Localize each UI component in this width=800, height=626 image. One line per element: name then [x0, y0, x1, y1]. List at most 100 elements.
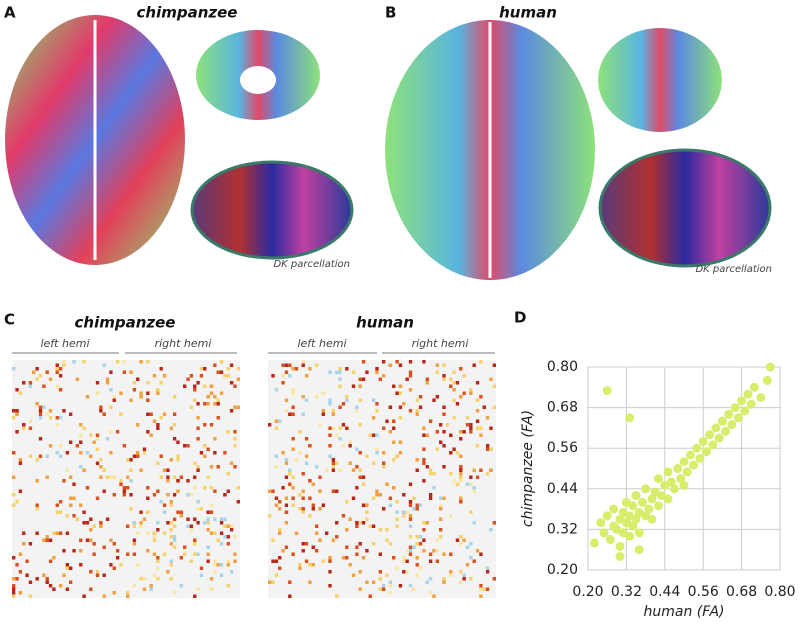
- matrix-cell: [216, 563, 220, 567]
- matrix-cell: [321, 391, 325, 395]
- matrix-cell: [129, 370, 133, 374]
- matrix-cell: [355, 545, 359, 549]
- matrix-cell: [206, 402, 210, 406]
- matrix-cell: [335, 489, 339, 493]
- matrix-cell: [425, 433, 429, 437]
- matrix-cell: [355, 552, 359, 556]
- matrix-cell: [428, 496, 433, 500]
- matrix-cell: [304, 461, 309, 465]
- matrix-cell: [314, 465, 319, 469]
- matrix-cell: [268, 580, 272, 584]
- matrix-cell: [452, 479, 456, 483]
- matrix-cell: [219, 521, 224, 525]
- matrix-cell: [169, 503, 173, 507]
- matrix-cell: [425, 521, 429, 525]
- matrix-cell: [236, 405, 240, 409]
- matrix-cell: [415, 458, 419, 462]
- matrix-cell: [284, 363, 289, 367]
- matrix-cell: [162, 510, 167, 514]
- matrix-cell: [341, 444, 346, 448]
- matrix-cell: [129, 479, 133, 483]
- brain-lateral: [598, 148, 772, 268]
- matrix-cell: [129, 398, 133, 402]
- matrix-cell: [149, 412, 153, 416]
- matrix-cell: [291, 391, 295, 395]
- point: [740, 406, 750, 416]
- matrix-cell: [72, 482, 76, 486]
- matrix-cell: [308, 367, 312, 371]
- matrix-cell: [325, 531, 329, 535]
- matrix-cell: [395, 500, 399, 504]
- matrix-cell: [291, 552, 295, 556]
- point: [596, 518, 606, 528]
- matrix-cell: [213, 402, 217, 406]
- matrix-cell: [388, 542, 393, 546]
- matrix-cell: [294, 367, 299, 371]
- matrix-cell: [216, 465, 220, 469]
- matrix-cell: [189, 405, 194, 409]
- matrix-cell: [281, 381, 285, 385]
- matrix-cell: [38, 409, 43, 413]
- matrix-cell: [469, 475, 473, 479]
- matrix-cell: [308, 496, 312, 500]
- matrix-cell: [79, 538, 83, 542]
- matrix-cell: [189, 493, 194, 497]
- panel-title: chimpanzee: [137, 4, 238, 22]
- matrix-cell: [469, 542, 473, 546]
- matrix-cell: [288, 580, 292, 584]
- matrix-cell: [378, 587, 382, 591]
- matrix-cell: [274, 573, 279, 577]
- matrix-cell: [304, 437, 309, 441]
- matrix-title: human: [356, 314, 414, 332]
- matrix-cell: [45, 580, 49, 584]
- matrix-cell: [223, 374, 227, 378]
- matrix-cell: [219, 360, 224, 364]
- panel-title: human: [499, 4, 557, 22]
- y-tick-label: 0.32: [547, 521, 578, 537]
- matrix-cell: [206, 528, 210, 532]
- matrix-cell: [139, 577, 143, 581]
- matrix-cell: [62, 479, 66, 483]
- panel-label: B: [385, 4, 396, 22]
- matrix-cell: [328, 584, 332, 588]
- panel-label: A: [4, 4, 16, 22]
- matrix-cell: [89, 587, 93, 591]
- matrix-cell: [328, 426, 332, 430]
- matrix-cell: [152, 419, 157, 423]
- matrix-cell: [298, 493, 302, 497]
- matrix-cell: [159, 381, 163, 385]
- matrix-cell: [229, 363, 234, 367]
- matrix-cell: [475, 444, 480, 448]
- matrix-cell: [229, 570, 234, 574]
- matrix-cell: [291, 367, 295, 371]
- matrix-cell: [408, 370, 413, 374]
- matrix-cell: [146, 430, 150, 434]
- matrix-cell: [85, 486, 90, 490]
- matrix-cell: [132, 454, 137, 458]
- point: [653, 501, 663, 511]
- matrix-cell: [38, 437, 43, 441]
- point: [689, 460, 699, 470]
- matrix-cell: [439, 440, 443, 444]
- matrix-cell: [408, 552, 413, 556]
- matrix-cell: [229, 409, 234, 413]
- point: [641, 484, 651, 494]
- matrix-cell: [335, 461, 339, 465]
- matrix-cell: [223, 493, 227, 497]
- matrix-cell: [18, 591, 23, 595]
- matrix-cell: [392, 556, 396, 560]
- matrix-cell: [75, 377, 80, 381]
- matrix-cell: [425, 465, 429, 469]
- matrix-cell: [388, 405, 393, 409]
- matrix-cell: [485, 587, 490, 591]
- matrix-cell: [129, 468, 133, 472]
- matrix-cell: [169, 542, 173, 546]
- matrix-cell: [472, 559, 476, 563]
- matrix-cell: [308, 563, 312, 567]
- matrix-cell: [459, 535, 463, 539]
- matrix-cell: [375, 370, 379, 374]
- matrix-cell: [345, 426, 349, 430]
- matrix-cell: [308, 444, 312, 448]
- matrix-cell: [388, 363, 393, 367]
- matrix-cell: [82, 510, 86, 514]
